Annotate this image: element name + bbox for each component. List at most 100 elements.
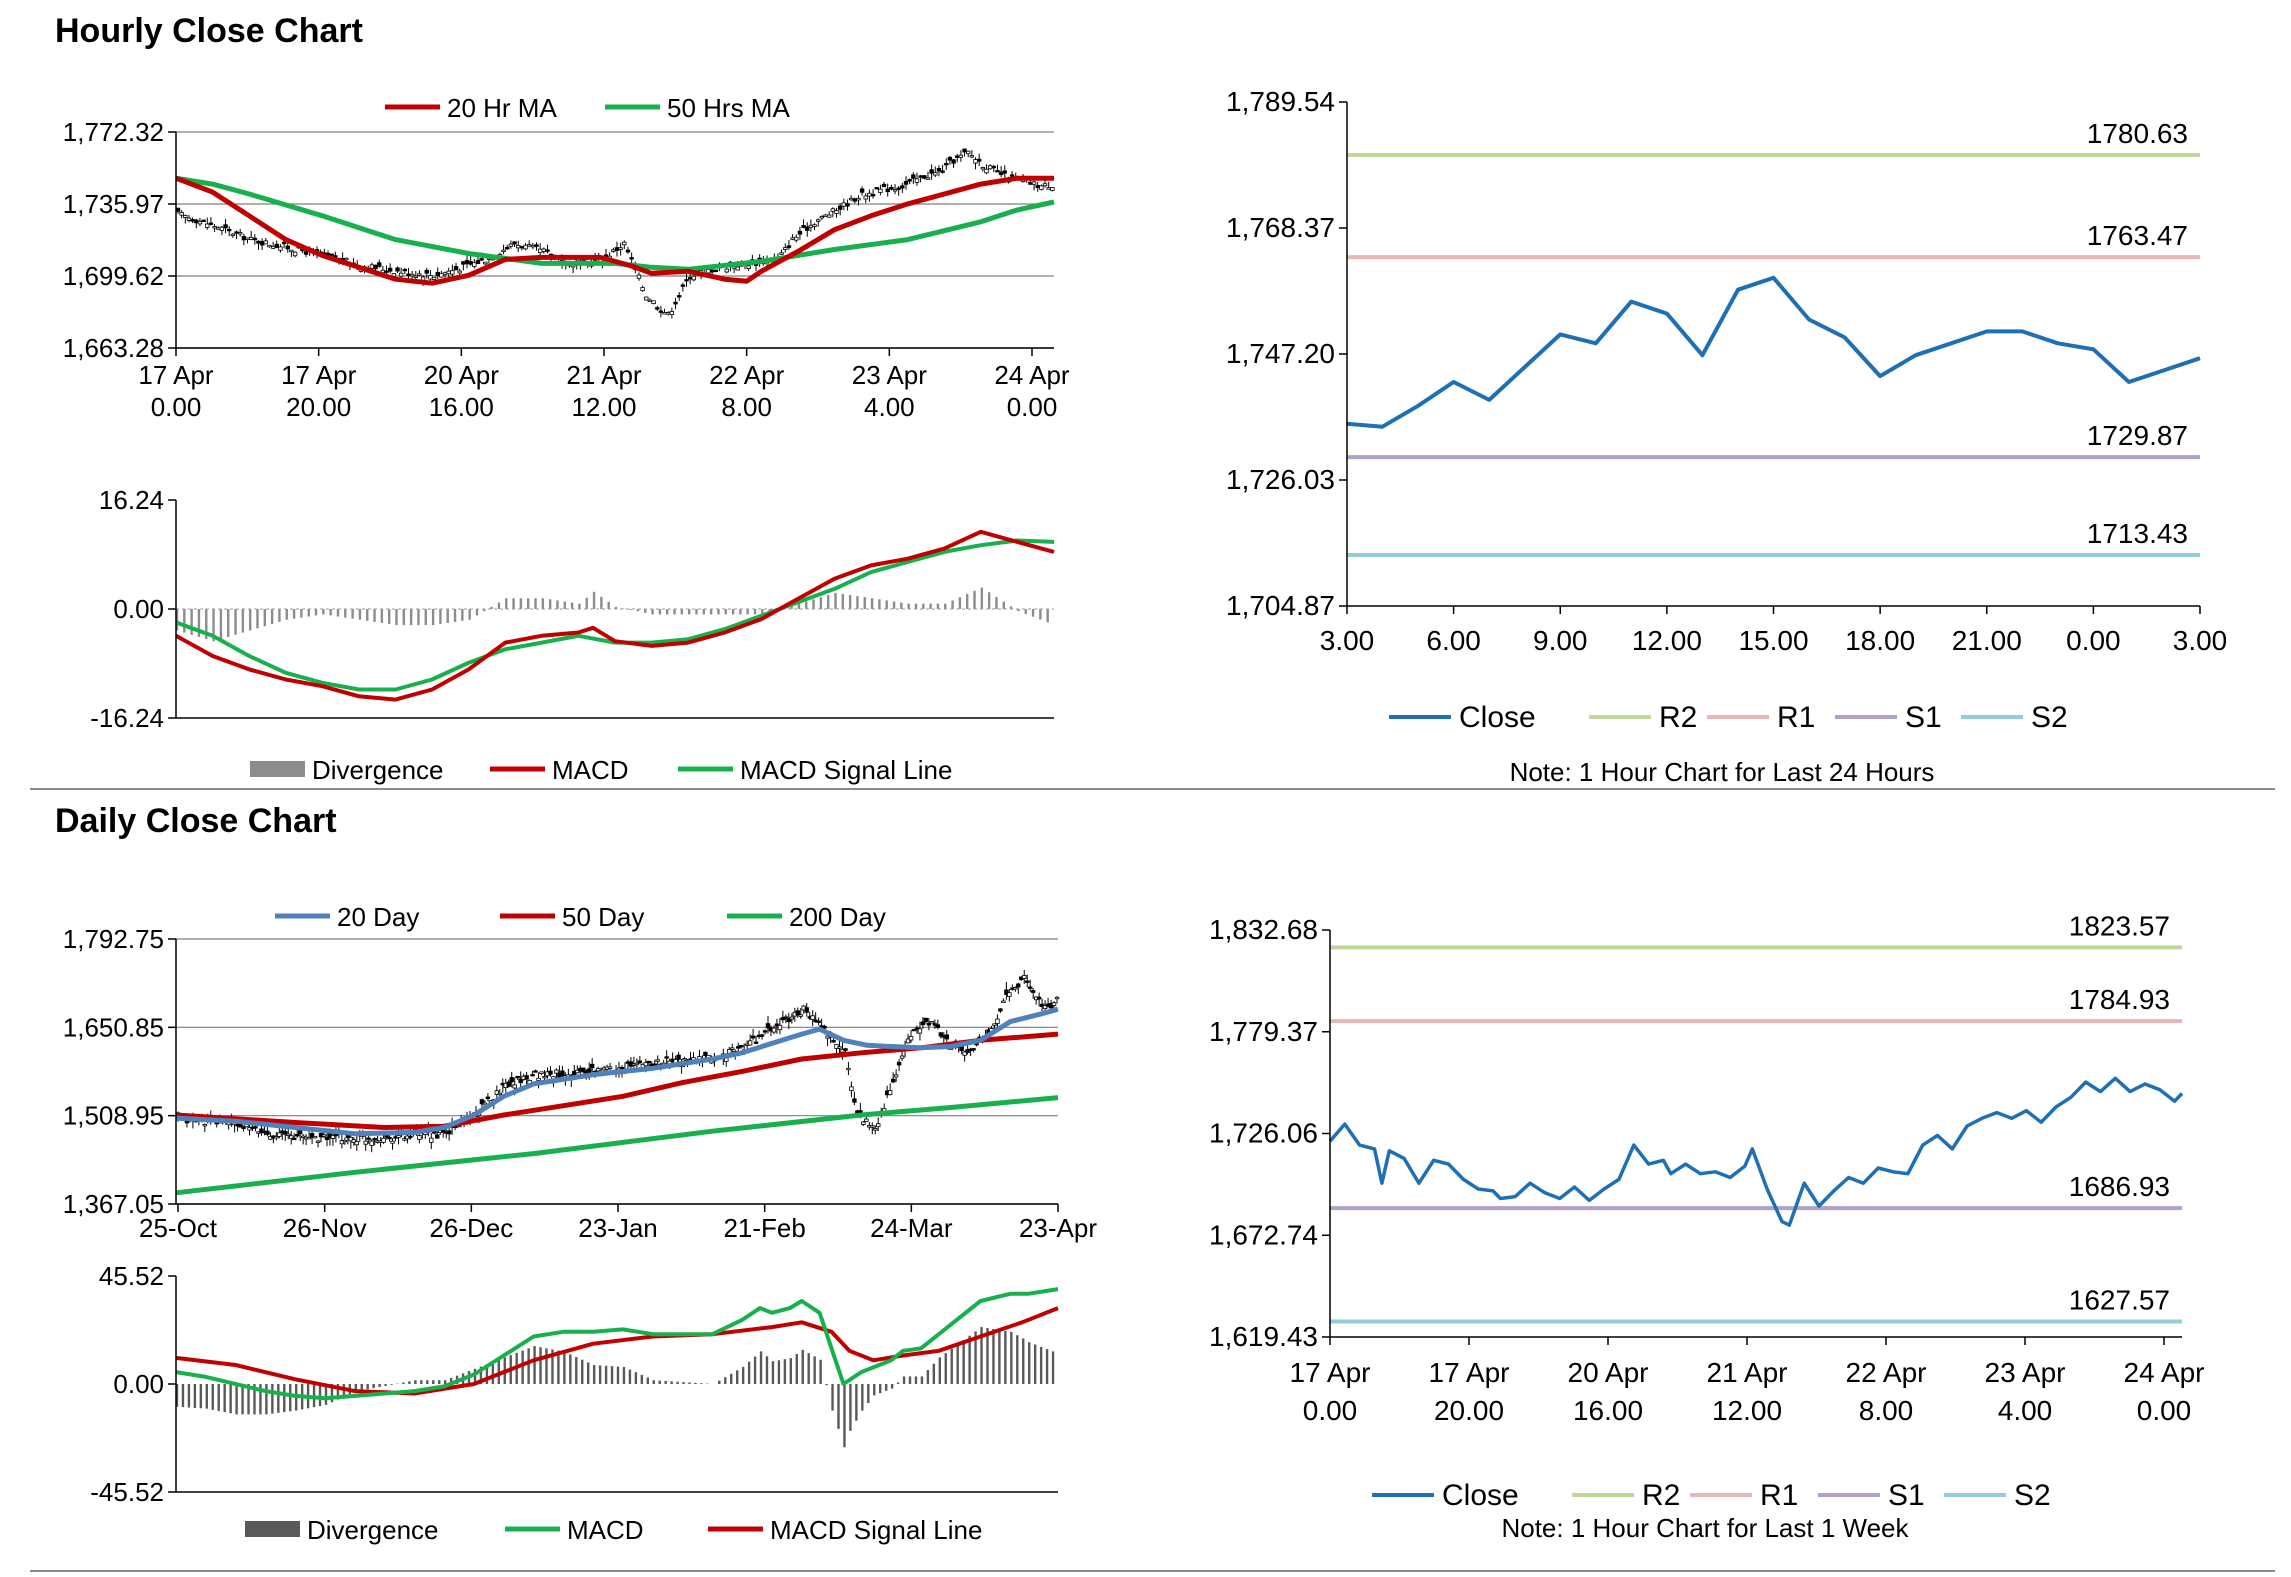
daily-price-candle (971, 1048, 976, 1051)
hourly-macd-macd-line (175, 529, 1055, 702)
daily-price-candle (738, 1045, 744, 1048)
bottom-divider (30, 1570, 2275, 1572)
hourly-price-candle (889, 186, 894, 190)
weekly-pivot-x-tick-time: 0.00 (1303, 1395, 1358, 1426)
hourly-price-x-tick-date: 17 Apr (138, 360, 214, 390)
hourly-price-candle (647, 299, 653, 303)
daily-price-candle (348, 1136, 354, 1142)
hourly-price-candle (483, 261, 488, 265)
daily-price-candle (429, 1137, 434, 1143)
hourly-price-candle (369, 264, 375, 269)
hourly-price-candle (797, 230, 803, 235)
hourly-price-candle (413, 275, 418, 278)
hourly-price-candle (980, 167, 986, 170)
hourly-price-ma50-line (175, 175, 1055, 272)
daily-price-candle (703, 1051, 708, 1056)
weekly-pivot-level-r1-label: 1784.93 (2069, 984, 2170, 1015)
daily-price-candle (339, 1140, 345, 1145)
daily-price-candle (581, 1067, 586, 1073)
hourly-price-x-tick-time: 12.00 (571, 392, 636, 422)
hourly-price-candle (724, 268, 729, 273)
daily-price-candle (1054, 996, 1060, 1000)
daily-price-x-tick-label: 26-Nov (283, 1213, 367, 1243)
hourly-pivot-x-tick-label: 18.00 (1845, 625, 1915, 656)
weekly-pivot-y-tick-label: 1,672.74 (1209, 1219, 1318, 1250)
weekly-pivot-legend-label: S1 (1888, 1479, 1925, 1512)
hourly-macd-y-tick-label: 0.00 (113, 594, 164, 624)
daily-price-candle (938, 1032, 944, 1037)
daily-price-candle (899, 1055, 905, 1059)
hourly-price-legend-label: 20 Hr MA (447, 93, 557, 123)
hourly-price-candle (1028, 181, 1033, 185)
hourly-price-candle (651, 300, 656, 305)
daily-price-candle (634, 1062, 640, 1066)
hourly-price-candle (402, 268, 408, 272)
daily-price-candle (923, 1017, 929, 1022)
hourly-price-candle (830, 208, 836, 212)
weekly-pivot-x-tick-date: 17 Apr (1429, 1357, 1510, 1388)
hourly-price-candle (673, 301, 678, 305)
daily-price-candle (876, 1123, 881, 1128)
weekly-pivot-x-tick-time: 12.00 (1712, 1395, 1782, 1426)
daily-price-x-tick-label: 23-Jan (578, 1213, 658, 1243)
hourly-price-candle (398, 272, 404, 277)
hourly-price-y-tick-label: 1,663.28 (63, 333, 164, 363)
hourly-price-candle (424, 269, 429, 274)
hourly-macd-legend-label: MACD Signal Line (740, 755, 952, 785)
hourly-macd-y-tick-label: -16.24 (90, 703, 164, 733)
hourly-price-candle (713, 269, 718, 272)
daily-price-candle (1007, 992, 1012, 997)
daily-price-candle (363, 1140, 368, 1145)
daily-price-candle (870, 1125, 875, 1128)
hourly-price-candle (435, 271, 440, 276)
hourly-price-candle (848, 197, 854, 201)
hourly-macd-legend-label: Divergence (312, 755, 444, 785)
hourly-price-candle (852, 198, 857, 202)
daily-macd-y-tick-label: 45.52 (99, 1261, 164, 1291)
hourly-price-candle (845, 203, 850, 207)
daily-price-candle (750, 1035, 756, 1039)
daily-price-candle (372, 1137, 377, 1141)
daily-price-candle (446, 1130, 452, 1135)
daily-price-candle (259, 1128, 264, 1134)
hourly-pivot-x-tick-label: 0.00 (2066, 625, 2121, 656)
daily-price-candle (759, 1034, 765, 1037)
daily-price-legend-label: 200 Day (789, 902, 886, 932)
daily-price-candle (524, 1075, 529, 1080)
hourly-price-candle (541, 248, 547, 252)
hourly-price-candle (267, 244, 272, 248)
hourly-price-candle (252, 237, 258, 241)
daily-macd-legend-label: Divergence (307, 1515, 439, 1545)
hourly-price-candle (1042, 183, 1048, 187)
hourly-pivot-legend-label: S2 (2031, 701, 2068, 734)
hourly-pivot-y-tick-label: 1,704.87 (1226, 590, 1335, 621)
hourly-price-candle (259, 241, 265, 246)
hourly-price-candle (285, 245, 290, 250)
hourly-pivot-x-tick-label: 9.00 (1533, 625, 1588, 656)
hourly-price-candle (534, 244, 539, 247)
hourly-price-candle (911, 174, 916, 179)
daily-price-candle (822, 1025, 827, 1029)
daily-macd-legend-swatch (245, 1521, 300, 1537)
hourly-pivot-close-line (1346, 275, 2201, 429)
daily-price-candle (795, 1010, 800, 1016)
hourly-price-candle (903, 181, 909, 185)
daily-price-y-tick-label: 1,650.85 (63, 1012, 164, 1042)
hourly-price-candle (457, 270, 462, 274)
daily-price-candle (861, 1121, 866, 1125)
daily-price-candle (536, 1077, 541, 1081)
daily-price-candle (998, 1008, 1003, 1012)
daily-price-candle (735, 1046, 741, 1049)
hourly-price-candle (216, 227, 221, 230)
hourly-price-candle (706, 269, 711, 274)
hourly-price-candle (805, 226, 810, 231)
daily-price-candle (390, 1140, 395, 1144)
hourly-price-candle (289, 249, 294, 253)
daily-price-ma200-line (175, 1095, 1059, 1196)
daily-price-candle (283, 1131, 288, 1135)
daily-price-candle (286, 1133, 291, 1136)
daily-price-candle (887, 1089, 893, 1096)
hourly-price-candle (190, 219, 195, 222)
daily-price-candle (896, 1061, 902, 1066)
hourly-pivot-legend-label: Close (1459, 701, 1536, 734)
